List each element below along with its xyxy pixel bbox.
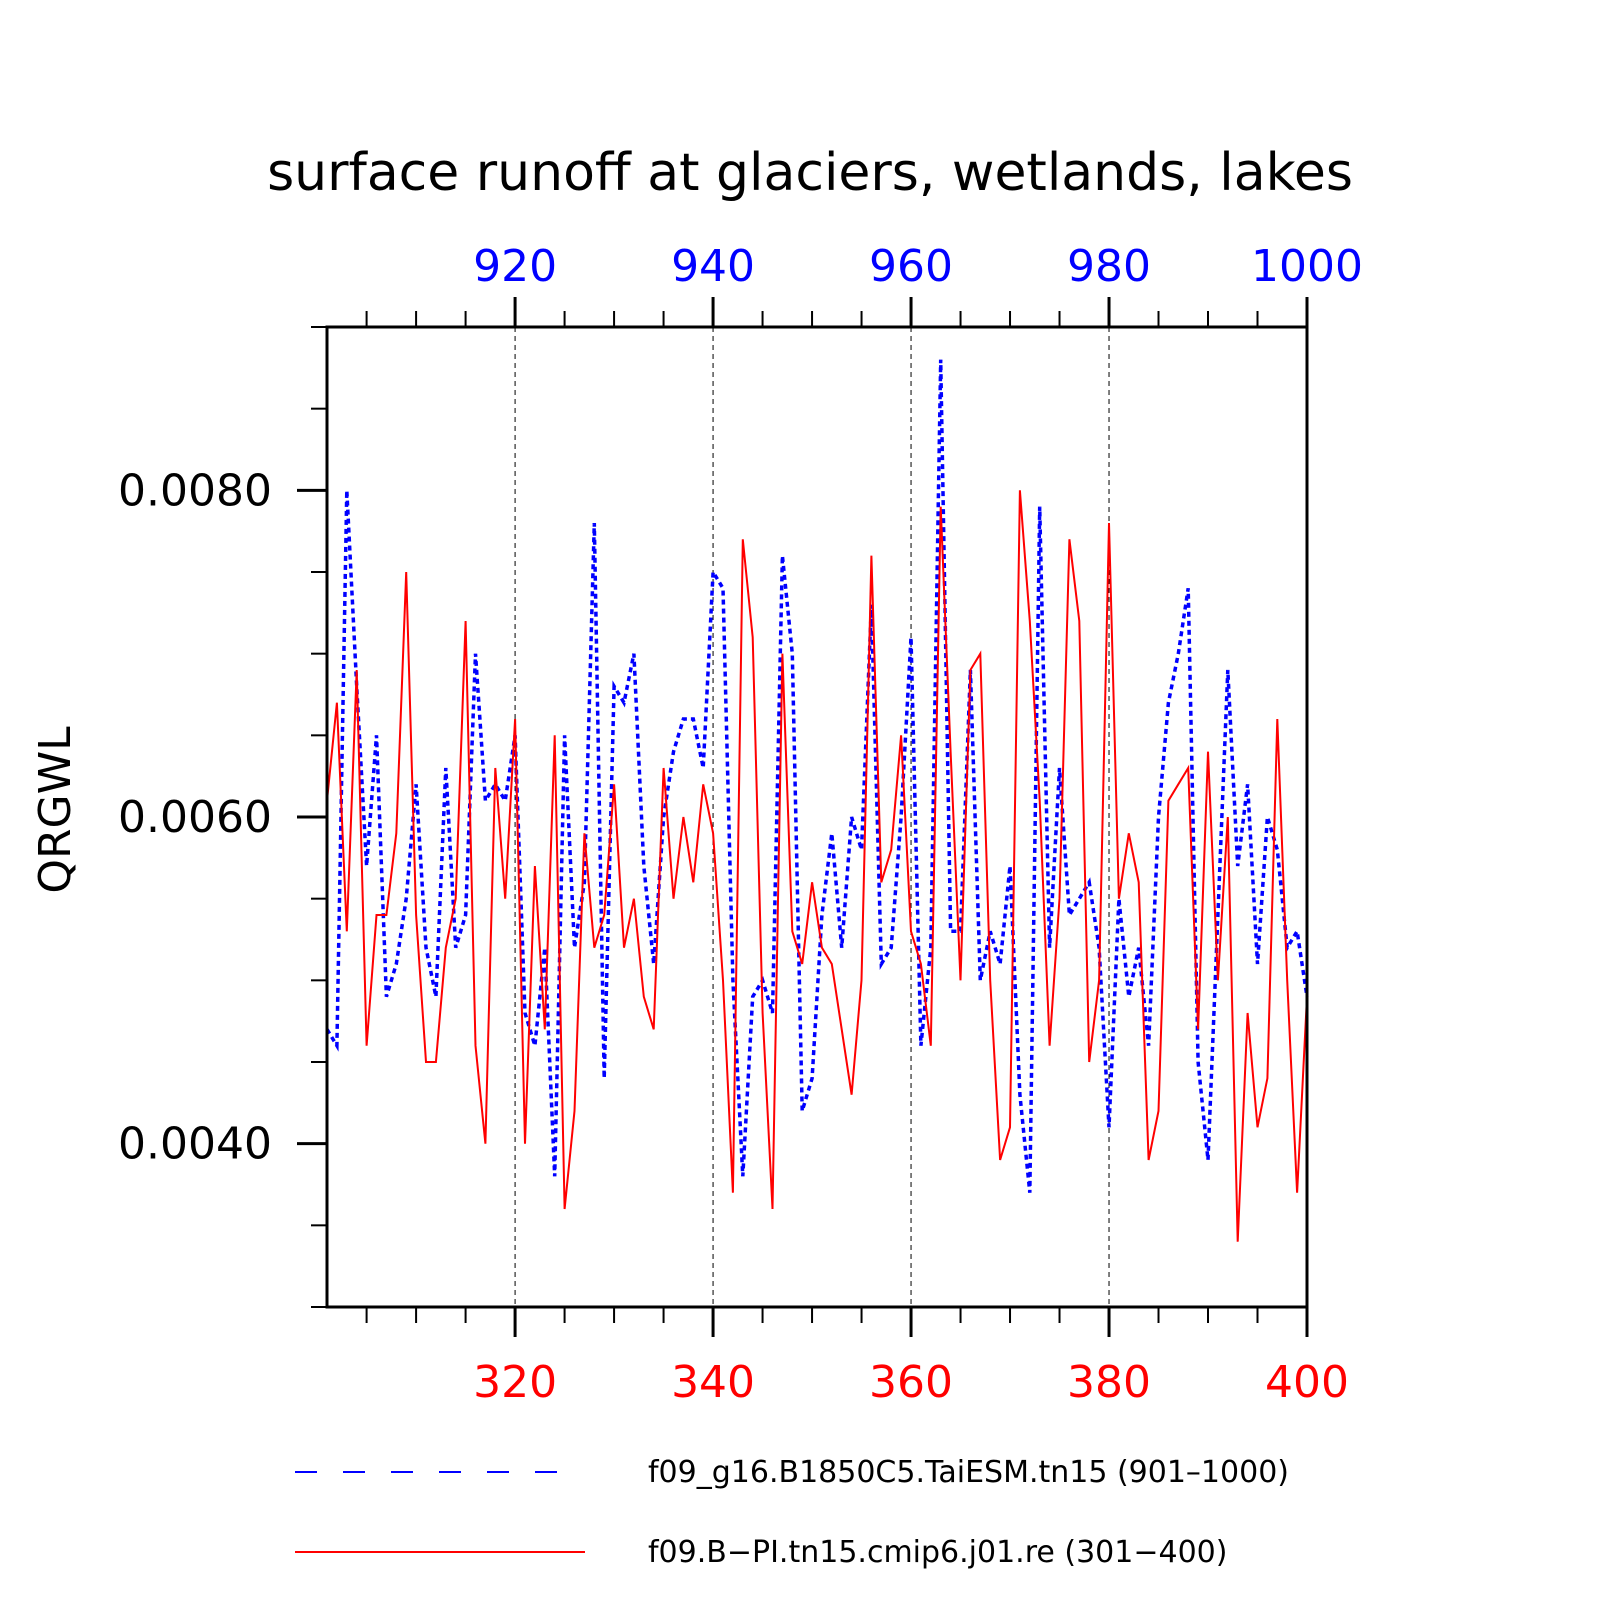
x-top-tick-label: 920 [473,241,557,292]
series-line-blue [325,359,1309,1193]
x-top-tick-label: 980 [1067,241,1151,292]
plot-frame [325,325,1309,1309]
legend-label-blue: f09_g16.B1850C5.TaiESM.tn15 (901–1000) [648,1455,1289,1490]
legend-label-red: f09.B−PI.tn15.cmip6.j01.re (301−400) [648,1535,1227,1570]
y-tick-label: 0.0040 [118,1119,272,1170]
tick-labels: 320 340 360 380 400 920 940 960 980 1000 0.0040 0.0… [118,241,1363,1408]
y-tick-label: 0.0080 [118,465,272,516]
x-top-tick-label: 940 [671,241,755,292]
x-top-tick-label: 960 [869,241,953,292]
plot-lines [325,359,1309,1242]
x-bottom-tick-label: 360 [869,1357,953,1408]
x-bottom-tick-label: 320 [473,1357,557,1408]
x-bottom-tick-label: 400 [1265,1357,1349,1408]
axis-ticks [297,297,1309,1337]
legend: f09_g16.B1850C5.TaiESM.tn15 (901–1000) f… [295,1455,1289,1570]
grid-lines [514,327,1110,1307]
y-tick-label: 0.0060 [118,792,272,843]
chart-title: surface runoff at glaciers, wetlands, la… [267,143,1353,203]
x-bottom-tick-label: 380 [1067,1357,1151,1408]
x-top-tick-label: 1000 [1251,241,1363,292]
x-bottom-tick-label: 340 [671,1357,755,1408]
y-axis-label: QRGWL [30,726,81,894]
series-line-red [326,490,1308,1242]
